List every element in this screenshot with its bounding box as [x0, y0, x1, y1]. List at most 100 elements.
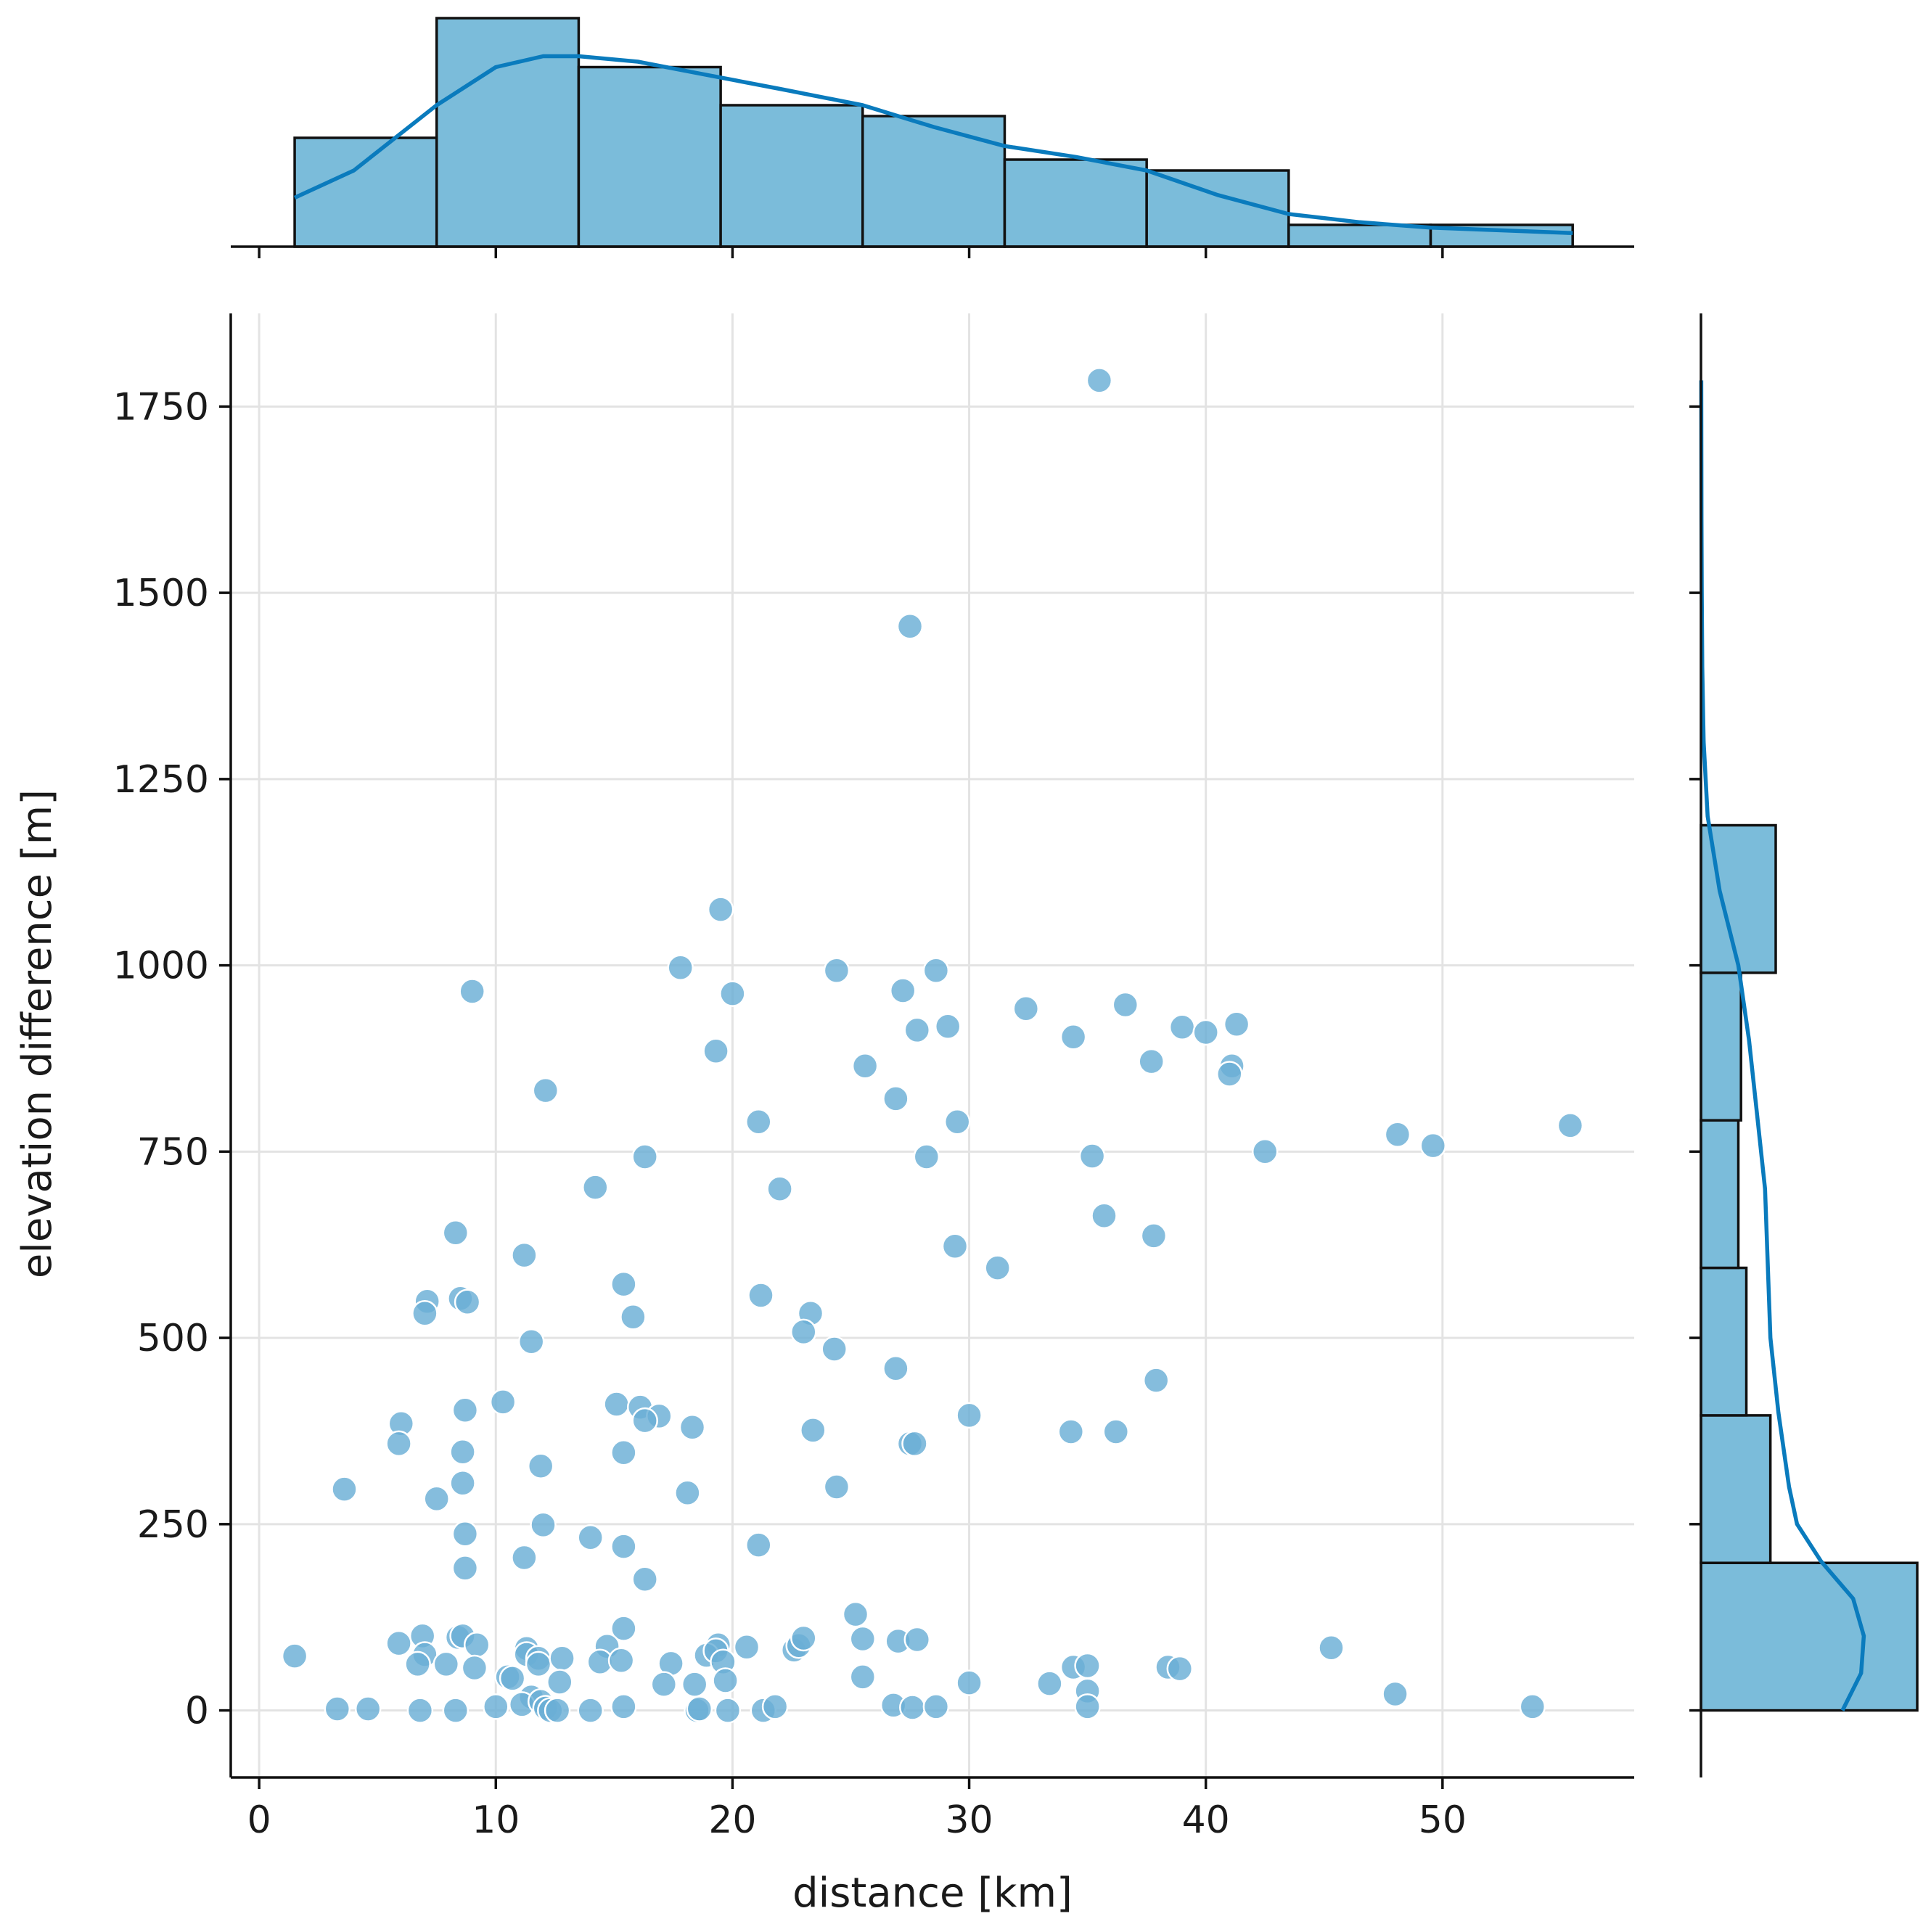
scatter-point	[511, 1544, 538, 1571]
scatter-point	[517, 1328, 545, 1355]
scatter-point	[631, 1407, 658, 1434]
scatter-point	[1102, 1418, 1130, 1445]
scatter-point	[686, 1695, 713, 1722]
scatter-point	[461, 1654, 488, 1682]
scatter-points	[281, 367, 1584, 1724]
top-hist-bar	[1287, 223, 1432, 248]
scatter-point	[530, 1511, 557, 1539]
scatter-point	[896, 613, 924, 640]
scatter-point	[610, 1615, 637, 1642]
scatter-point	[667, 954, 694, 981]
right-hist-bar	[1700, 971, 1742, 1122]
scatter-point	[449, 1438, 476, 1466]
scatter-point	[582, 1174, 609, 1201]
scatter-point	[707, 896, 734, 923]
scatter-point	[1251, 1138, 1279, 1165]
scatter-point	[941, 1233, 969, 1260]
scatter-point	[719, 980, 746, 1007]
scatter-point	[454, 1288, 481, 1316]
scatter-point	[511, 1241, 538, 1269]
scatter-point	[499, 1665, 526, 1692]
scatter-point	[1166, 1655, 1194, 1682]
scatter-point	[714, 1697, 742, 1724]
scatter-point	[745, 1109, 772, 1135]
scatter-point	[459, 978, 485, 1005]
right-hist-bar	[1700, 1266, 1748, 1417]
scatter-point	[423, 1485, 450, 1513]
scatter-point	[1086, 367, 1113, 394]
y-tick-label: 250	[137, 1503, 209, 1547]
y-tick-label: 1750	[113, 385, 209, 429]
scatter-point	[610, 1270, 637, 1298]
top-hist-bar	[861, 115, 1007, 248]
scatter-point	[610, 1693, 637, 1720]
top-hist-bar	[1003, 158, 1148, 248]
scatter-point	[607, 1647, 635, 1674]
scatter-point	[1318, 1635, 1345, 1661]
scatter-point	[620, 1304, 647, 1331]
scatter-point	[631, 1566, 658, 1593]
scatter-point	[650, 1671, 678, 1698]
scatter-point	[603, 1391, 630, 1418]
scatter-point	[733, 1634, 760, 1661]
scatter-point	[463, 1631, 491, 1658]
scatter-point	[903, 1016, 931, 1044]
scatter-point	[1384, 1121, 1411, 1148]
scatter-point	[354, 1695, 382, 1722]
scatter-point	[442, 1697, 470, 1724]
scatter-point	[489, 1389, 517, 1415]
scatter-point	[331, 1476, 358, 1503]
scatter-point	[984, 1254, 1011, 1281]
scatter-point	[385, 1430, 412, 1458]
scatter-point	[610, 1533, 637, 1560]
scatter-point	[527, 1452, 554, 1479]
scatter-point	[678, 1414, 706, 1441]
scatter-point	[1192, 1019, 1219, 1046]
scatter-point	[544, 1697, 571, 1724]
scatter-point	[842, 1600, 869, 1628]
y-axis-label: elevation difference [m]	[14, 789, 61, 1278]
scatter-point	[823, 957, 850, 985]
y-tick-label: 1500	[113, 572, 209, 615]
right-hist-bar	[1700, 1119, 1740, 1270]
right-marginal-histogram	[1689, 313, 1919, 1777]
y-tick-label: 500	[137, 1317, 209, 1360]
top-hist-bar	[435, 17, 581, 248]
top-marginal-histogram	[231, 17, 1634, 258]
scatter-point	[1419, 1132, 1447, 1159]
x-tick-label: 10	[472, 1799, 520, 1842]
scatter-point	[1223, 1011, 1250, 1037]
scatter-point	[903, 1626, 931, 1653]
scatter-point	[1142, 1367, 1170, 1394]
scatter-point	[1012, 995, 1040, 1022]
scatter-point	[1382, 1680, 1409, 1708]
scatter-point	[525, 1651, 552, 1678]
scatter-point	[1059, 1023, 1087, 1051]
scatter-point	[922, 957, 950, 985]
scatter-point	[956, 1669, 983, 1696]
scatter-point	[849, 1664, 877, 1690]
scatter-point	[1168, 1014, 1196, 1041]
scatter-point	[404, 1651, 431, 1678]
scatter-point	[761, 1693, 789, 1720]
right-kde-curve	[1699, 380, 1866, 1711]
scatter-point	[631, 1143, 658, 1170]
y-tick-label: 0	[185, 1690, 209, 1733]
scatter-point	[745, 1532, 772, 1558]
top-hist-bar	[719, 104, 864, 248]
top-hist-bar	[293, 136, 438, 248]
scatter-point	[411, 1299, 438, 1327]
x-tick-label: 40	[1182, 1799, 1230, 1842]
scatter-point	[901, 1430, 928, 1458]
scatter-point	[1091, 1202, 1118, 1229]
scatter-point	[451, 1555, 479, 1582]
scatter-point	[432, 1651, 460, 1678]
scatter-point	[934, 1013, 962, 1040]
scatter-point	[766, 1175, 793, 1202]
scatter-point	[532, 1077, 559, 1104]
scatter-point	[385, 1629, 412, 1657]
scatter-point	[577, 1524, 604, 1551]
scatter-point	[889, 977, 917, 1004]
scatter-point	[1057, 1418, 1085, 1445]
